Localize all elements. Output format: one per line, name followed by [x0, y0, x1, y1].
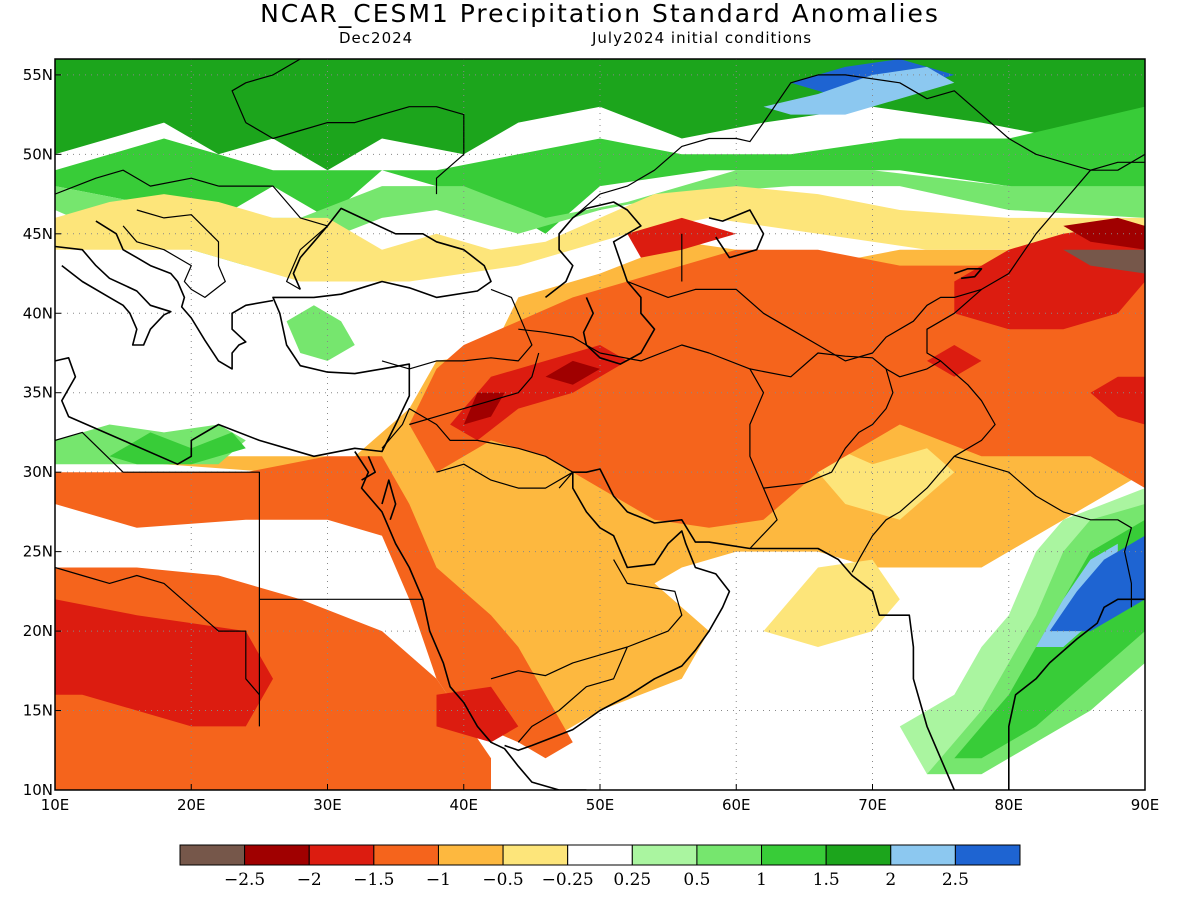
- colorbar-swatch-8: [696, 844, 763, 866]
- colorbar-label-2: −1.5: [353, 870, 394, 890]
- lon-label-30: 30E: [313, 796, 342, 814]
- lon-label-40: 40E: [449, 796, 478, 814]
- border-12: [954, 455, 1133, 608]
- lat-label-45: 45N: [23, 225, 53, 243]
- lon-label-50: 50E: [586, 796, 615, 814]
- lon-label-90: 90E: [1131, 796, 1160, 814]
- border-23: [231, 59, 301, 123]
- lon-label-20: 20E: [177, 796, 206, 814]
- coastline-10: [954, 267, 983, 280]
- colorbar-swatch-9: [761, 844, 827, 866]
- lat-label-15: 15N: [23, 702, 53, 720]
- border-17: [572, 74, 1091, 219]
- coastline-1: [55, 245, 172, 346]
- map-title: NCAR_CESM1 Precipitation Standard Anomal…: [260, 0, 940, 28]
- anomaly-region-8: [55, 456, 573, 759]
- colorbar-swatch-6: [567, 844, 633, 866]
- lat-label-30: 30N: [23, 463, 53, 481]
- colorbar-label-8: 1: [756, 870, 767, 890]
- coastline-8: [545, 201, 656, 365]
- lat-label-55: 55N: [23, 66, 53, 84]
- colorbar-swatch-10: [825, 844, 892, 866]
- border-18: [1090, 153, 1145, 171]
- anomaly-region-29: [109, 432, 246, 465]
- border-2: [55, 566, 260, 696]
- border-7: [518, 328, 778, 549]
- anomaly-region-21: [1063, 249, 1145, 274]
- anomaly-region-1: [55, 106, 1145, 234]
- colorbar-swatch-3: [373, 844, 439, 866]
- colorbar-swatch-4: [437, 844, 504, 866]
- anomaly-region-20: [1063, 217, 1145, 250]
- border-19: [218, 185, 329, 290]
- border-22: [245, 106, 465, 195]
- colorbar-label-9: 1.5: [813, 870, 840, 890]
- colorbar-swatch-2: [308, 844, 375, 866]
- border-20: [55, 169, 219, 195]
- anomaly-region-19: [545, 360, 600, 385]
- border-4: [381, 408, 574, 489]
- colorbar-swatch-7: [631, 844, 698, 866]
- colorbar-label-10: 2: [885, 870, 896, 890]
- lat-label-35: 35N: [23, 384, 53, 402]
- border-13: [1008, 161, 1145, 274]
- anomaly-region-27: [1049, 535, 1145, 632]
- target-month: Dec2024: [339, 29, 414, 47]
- lat-label-25: 25N: [23, 543, 53, 561]
- country-borders: [55, 59, 1145, 743]
- border-14: [926, 288, 982, 362]
- colorbar-label-0: −2.5: [224, 870, 265, 890]
- lat-label-20: 20N: [23, 622, 53, 640]
- colorbar-label-6: 0.25: [613, 870, 651, 890]
- colorbar-label-4: −0.5: [482, 870, 523, 890]
- colorbar-label-3: −1: [426, 870, 451, 890]
- anomaly-region-17: [927, 345, 982, 377]
- border-0: [55, 431, 260, 727]
- coastlines: [55, 201, 1145, 790]
- colorbar-swatch-1: [244, 844, 310, 866]
- border-21: [122, 209, 226, 298]
- coastline-6: [361, 455, 377, 481]
- border-3: [381, 288, 533, 370]
- axis-ticks: 10E 20E 30E 40E 50E 60E 70E 80E 90E 10N 15N 20N 25N 3…: [23, 66, 1160, 814]
- colorbar-swatch-11: [890, 844, 956, 866]
- anomaly-region-16: [1090, 376, 1145, 425]
- init-conditions: July2024 initial conditions: [592, 29, 813, 47]
- colorbar-label-1: −2: [297, 870, 322, 890]
- colorbar-swatch-5: [502, 844, 569, 866]
- coastline-0: [55, 207, 492, 466]
- lon-label-10: 10E: [41, 796, 70, 814]
- anomaly-region-10: [409, 249, 1145, 528]
- border-6: [436, 463, 574, 489]
- lon-label-60: 60E: [722, 796, 751, 814]
- coastline-9: [708, 209, 765, 259]
- anomaly-region-4: [763, 66, 955, 115]
- coastline-7: [1007, 598, 1145, 790]
- colorbar-label-7: 0.5: [683, 870, 710, 890]
- colorbar-label-11: 2.5: [942, 870, 969, 890]
- lon-label-70: 70E: [858, 796, 887, 814]
- anomaly-region-18: [463, 392, 505, 425]
- lon-label-80: 80E: [994, 796, 1023, 814]
- lat-label-10: 10N: [23, 781, 53, 799]
- coastline-3: [354, 451, 587, 790]
- colorbar-swatch-12: [954, 844, 1021, 866]
- colorbar: −2.5 −2 −1.5 −1 −0.5 −0.25 0.25 0.5 1 1.5 2 2.5: [179, 844, 1021, 890]
- border-11: [763, 368, 894, 489]
- anomaly-region-22: [763, 559, 900, 647]
- coastline-4: [504, 468, 956, 790]
- coastline-2: [95, 220, 274, 370]
- colorbar-swatch-0: [179, 844, 246, 866]
- anomaly-region-30: [286, 305, 355, 361]
- lat-label-40: 40N: [23, 304, 53, 322]
- anomaly-region-12: [436, 686, 519, 743]
- colorbar-label-5: −0.25: [542, 870, 594, 890]
- lat-label-50: 50N: [23, 145, 53, 163]
- anomaly-region-6: [818, 440, 955, 520]
- border-16: [490, 646, 628, 680]
- border-5: [409, 352, 540, 426]
- border-10: [749, 352, 996, 573]
- coastline-5: [381, 479, 397, 521]
